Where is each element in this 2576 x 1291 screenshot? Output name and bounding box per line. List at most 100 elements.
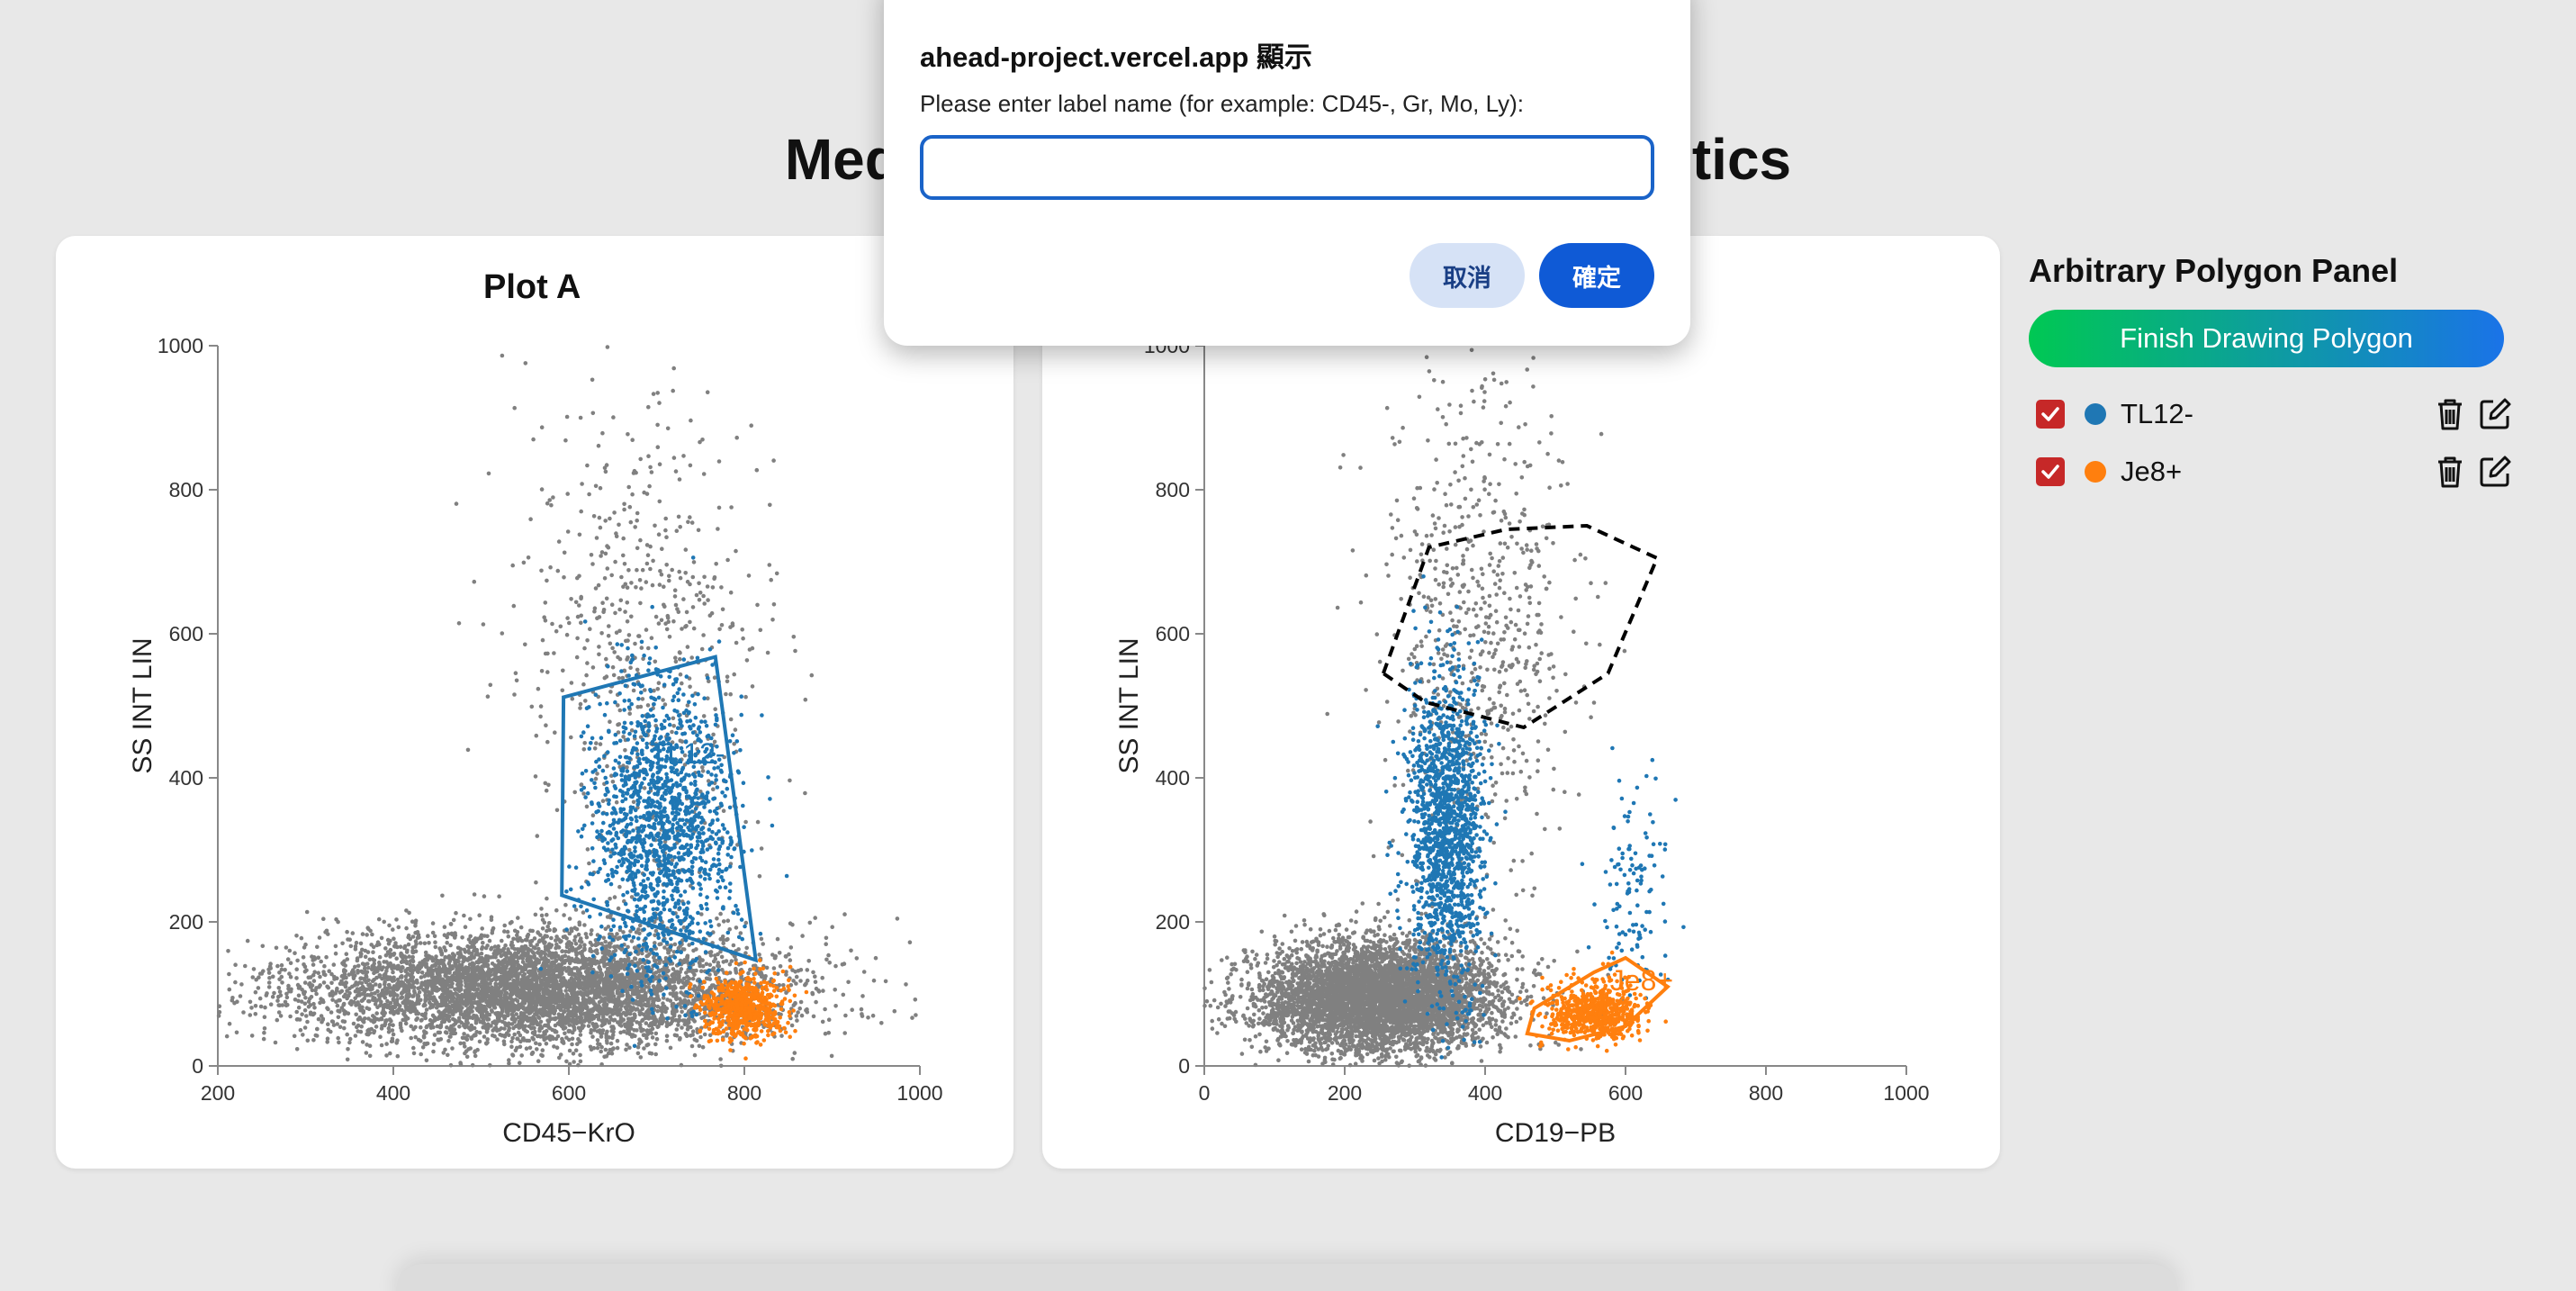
scatter-point <box>384 1005 390 1009</box>
scatter-point <box>435 980 440 984</box>
scatter-point <box>311 962 316 967</box>
scatter-point <box>305 1038 311 1043</box>
scatter-point <box>518 1061 522 1065</box>
scatter-point <box>540 926 545 931</box>
scatter-point <box>276 1003 281 1007</box>
scatter-point <box>464 1023 469 1028</box>
scatter-point <box>502 1042 507 1047</box>
scatter-point <box>589 963 594 969</box>
scatter-point <box>670 1018 675 1024</box>
scatter-point <box>520 956 525 961</box>
scatter-point <box>429 1021 435 1026</box>
scatter-point <box>399 951 403 956</box>
scatter-point <box>383 946 388 951</box>
scatter-point <box>455 977 460 982</box>
scatter-point <box>719 954 725 960</box>
scatter-point <box>216 1014 221 1018</box>
scatter-point <box>395 1053 401 1059</box>
scatter-point <box>476 982 481 988</box>
scatter-point <box>603 926 608 932</box>
scatter-point <box>300 1012 304 1016</box>
scatter-point <box>689 1025 693 1030</box>
scatter-point <box>390 1028 395 1033</box>
scatter-point <box>422 957 428 962</box>
scatter-point <box>841 992 846 998</box>
scatter-point <box>508 921 513 925</box>
scatter-point <box>405 992 410 998</box>
scatter-point <box>545 948 551 952</box>
scatter-point <box>383 980 387 985</box>
scatter-point <box>356 990 361 995</box>
scatter-point <box>448 989 453 994</box>
scatter-point <box>725 918 731 923</box>
scatter-point <box>331 962 337 967</box>
scatter-point <box>720 968 725 972</box>
scatter-point <box>300 988 304 992</box>
scatter-point <box>536 930 540 934</box>
scatter-point <box>484 1041 489 1046</box>
scatter-point <box>415 998 420 1004</box>
scatter-point <box>695 997 699 1002</box>
scatter-point <box>599 1034 604 1039</box>
scatter-point <box>398 944 403 949</box>
scatter-point <box>637 923 643 928</box>
scatter-point <box>699 1016 704 1021</box>
scatter-point <box>871 978 877 983</box>
scatter-point <box>700 1044 706 1050</box>
scatter-point <box>306 975 311 980</box>
scatter-point <box>610 1007 616 1013</box>
scatter-point <box>400 974 404 979</box>
scatter-point <box>510 943 515 948</box>
scatter-point <box>329 1010 334 1015</box>
scatter-point <box>311 979 317 983</box>
scatter-point <box>567 1023 572 1027</box>
scatter-point <box>482 894 487 898</box>
scatter-point <box>589 979 594 984</box>
scatter-point <box>451 995 456 1000</box>
scatter-point <box>558 972 563 977</box>
scatter-point <box>613 948 618 953</box>
plot-a-chart[interactable]: 200 400 600 800 100002004006008001000CD45−Kr… <box>56 236 1013 1169</box>
scatter-point <box>532 1029 537 1034</box>
scatter-point <box>509 1039 514 1044</box>
scatter-point <box>581 991 586 996</box>
scatter-point <box>480 998 485 1003</box>
scatter-point <box>788 958 793 962</box>
scatter-point <box>646 1000 651 1006</box>
scatter-point <box>522 971 527 977</box>
scatter-point <box>488 1063 492 1068</box>
scatter-point <box>495 1016 500 1021</box>
scatter-point <box>346 1011 351 1016</box>
scatter-point <box>744 945 749 951</box>
scatter-point <box>487 996 492 1000</box>
scatter-point <box>441 989 446 993</box>
scatter-point <box>450 1046 455 1051</box>
scatter-point <box>515 947 520 952</box>
scatter-point <box>360 932 365 936</box>
scatter-point <box>354 940 359 945</box>
scatter-point <box>734 966 738 971</box>
scatter-point <box>427 972 432 977</box>
scatter-point <box>389 1018 393 1024</box>
scatter-point <box>518 1016 524 1022</box>
scatter-point <box>347 1036 353 1042</box>
scatter-point <box>359 998 365 1004</box>
scatter-point <box>411 1051 417 1056</box>
scatter-point <box>501 1014 507 1018</box>
scatter-point <box>593 943 598 948</box>
scatter-point <box>588 1044 593 1050</box>
scatter-point <box>487 974 491 979</box>
x-tick-label: 1000 <box>896 1081 942 1105</box>
scatter-point <box>432 1033 437 1037</box>
scatter-point <box>467 945 472 950</box>
scatter-point <box>545 912 549 917</box>
scatter-point <box>630 1033 635 1037</box>
scatter-point <box>344 952 349 956</box>
scatter-point <box>907 940 913 944</box>
scatter-point <box>462 913 466 918</box>
scatter-point <box>567 1048 572 1053</box>
scatter-point <box>390 979 395 983</box>
scatter-point <box>371 950 375 954</box>
scatter-point <box>448 922 454 926</box>
scatter-point <box>536 1016 542 1020</box>
